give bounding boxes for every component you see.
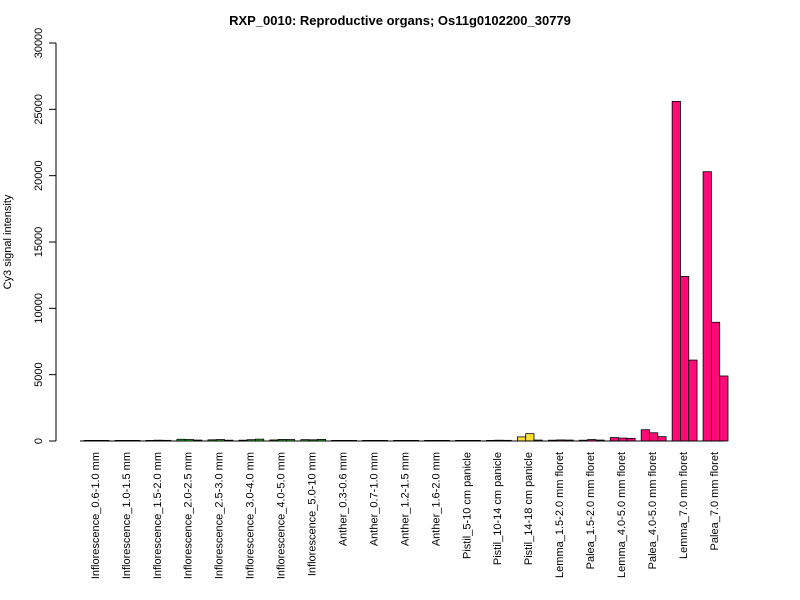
x-category-label: Lemma_4.0-5.0 mm floret (616, 452, 628, 578)
x-category-label: Lemma_7.0 mm floret (678, 452, 690, 559)
x-category-label: Inflorescence_1.5-2.0 mm (152, 452, 164, 579)
x-category-label: Anther_1.6-2.0 mm (430, 452, 442, 546)
x-category-label: Palea_7.0 mm floret (709, 452, 721, 550)
x-category-label: Inflorescence_2.5-3.0 mm (214, 452, 226, 579)
bar (525, 433, 535, 442)
y-axis: 0 5000 10000 15000 20000 25000 30000 (33, 28, 57, 444)
x-category-label: Pistil_10-14 cm panicle (492, 452, 504, 565)
y-tick-label: 10000 (33, 293, 45, 324)
x-category-label: Palea_1.5-2.0 mm floret (585, 452, 597, 569)
x-category-label: Inflorescence_5.0-10 mm (307, 452, 319, 576)
bar (640, 429, 650, 442)
y-tick-label: 20000 (33, 160, 45, 191)
y-tick-label: 30000 (33, 28, 45, 59)
bar (671, 100, 681, 442)
bar (517, 436, 527, 442)
x-category-label: Inflorescence_0.6-1.0 mm (90, 452, 102, 579)
y-tick-label: 0 (33, 438, 45, 444)
x-category-label: Palea_4.0-5.0 mm floret (647, 452, 659, 569)
bar (719, 375, 729, 442)
bar (609, 437, 619, 442)
bar (649, 432, 659, 442)
x-category-label: Inflorescence_1.0-1.5 mm (121, 452, 133, 579)
y-tick-label: 25000 (33, 94, 45, 125)
x-category-label: Inflorescence_2.0-2.5 mm (183, 452, 195, 579)
x-category-label: Anther_0.3-0.6 mm (337, 452, 349, 546)
y-tick-label: 15000 (33, 227, 45, 258)
x-category-label: Anther_0.7-1.0 mm (368, 452, 380, 546)
x-category-label: Lemma_1.5-2.0 mm floret (554, 452, 566, 578)
bar (688, 359, 698, 442)
x-category-label: Inflorescence_4.0-5.0 mm (276, 452, 288, 579)
y-tick-label: 5000 (33, 362, 45, 386)
x-category-label: Pistil_14-18 cm panicle (523, 452, 535, 565)
chart-title: RXP_0010: Reproductive organs; Os11g0102… (229, 13, 571, 28)
bar (702, 171, 712, 442)
y-axis-label: Cy3 signal intensity (2, 194, 14, 289)
bar-series (83, 100, 729, 442)
x-category-label: Inflorescence_3.0-4.0 mm (245, 452, 257, 579)
bar (711, 321, 721, 442)
x-category-label: Pistil_5-10 cm panicle (461, 452, 473, 559)
x-category-label: Anther_1.2-1.5 mm (399, 452, 411, 546)
bar (657, 436, 667, 442)
bar (680, 276, 690, 442)
x-axis-labels: Inflorescence_0.6-1.0 mm Inflorescence_1.… (90, 452, 721, 579)
